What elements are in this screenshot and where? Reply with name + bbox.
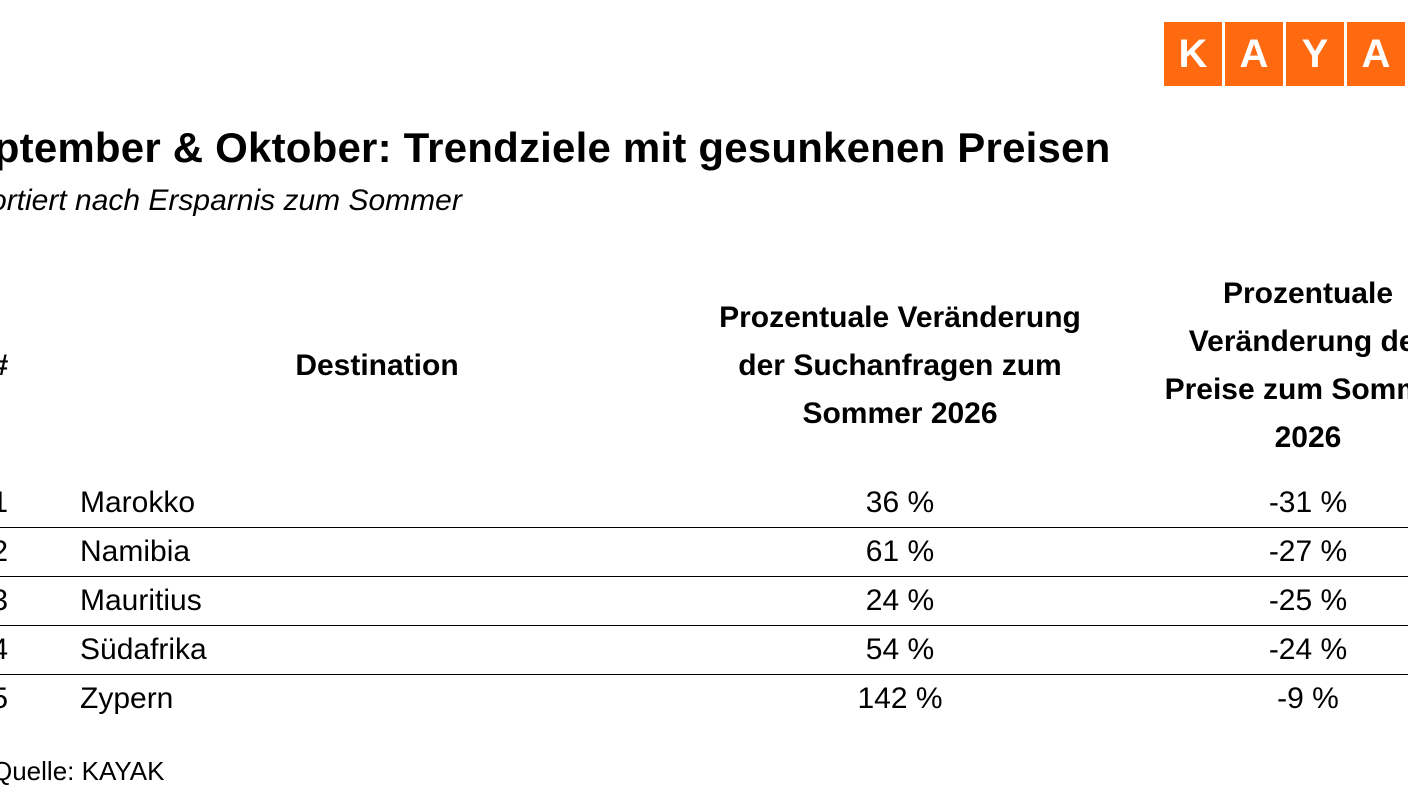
logo-letter: Y (1286, 22, 1344, 86)
table-row: 3 Mauritius 24 % -25 % (0, 577, 1408, 626)
search-change-cell: 61 % (865, 535, 935, 568)
rank-cell: 5 (0, 675, 8, 723)
destination-cell: Mauritius (80, 584, 202, 617)
destination-cell: Zypern (80, 682, 174, 715)
chart-subtitle: Sortiert nach Ersparnis zum Sommer (0, 184, 462, 217)
column-header-line: Prozentuale (1222, 277, 1394, 310)
logo-letter: K (1164, 22, 1222, 86)
destination-cell: Südafrika (80, 633, 207, 666)
rank-cell: 3 (0, 577, 8, 625)
price-change-cell: -9 % (1277, 682, 1339, 715)
rank-cell: 2 (0, 528, 8, 576)
column-header-line: Sommer 2026 (802, 397, 998, 430)
rank-cell: 4 (0, 626, 8, 674)
search-change-cell: 142 % (857, 682, 943, 715)
kayak-logo: K A Y A K (1164, 22, 1408, 86)
column-header-line: Veränderung der (1188, 325, 1408, 358)
price-change-cell: -27 % (1268, 535, 1348, 568)
logo-letter: A (1225, 22, 1283, 86)
column-header-destination: Destination (295, 349, 459, 382)
table-row: 2 Namibia 61 % -27 % (0, 528, 1408, 577)
price-change-cell: -31 % (1268, 486, 1348, 519)
destination-cell: Marokko (80, 486, 196, 519)
table-body: 1 Marokko 36 % -31 % 2 Namibia 61 % -27 … (0, 479, 1408, 723)
column-header-line: Preise zum Sommer (1164, 373, 1408, 406)
source-note: Quelle: KAYAK (0, 756, 165, 786)
destination-cell: Namibia (80, 535, 191, 568)
column-header-search-change: Prozentuale Veränderung der Suchanfragen… (668, 294, 1132, 438)
column-header-rank: # (0, 342, 12, 390)
column-header-line: Prozentuale Veränderung (719, 301, 1081, 334)
search-change-cell: 54 % (865, 633, 935, 666)
logo-letter: A (1347, 22, 1405, 86)
price-change-cell: -24 % (1268, 633, 1348, 666)
table-row: 4 Südafrika 54 % -24 % (0, 626, 1408, 675)
column-header-price-change: Prozentuale Veränderung der Preise zum S… (1118, 270, 1408, 462)
chart-title: September & Oktober: Trendziele mit gesu… (0, 124, 1111, 171)
price-change-cell: -25 % (1268, 584, 1348, 617)
search-change-cell: 36 % (865, 486, 935, 519)
column-header-line: 2026 (1274, 421, 1342, 454)
column-header-line: der Suchanfragen zum (738, 349, 1062, 382)
search-change-cell: 24 % (865, 584, 935, 617)
table-row: 1 Marokko 36 % -31 % (0, 479, 1408, 528)
table-row: 5 Zypern 142 % -9 % (0, 675, 1408, 723)
rank-cell: 1 (0, 479, 8, 527)
